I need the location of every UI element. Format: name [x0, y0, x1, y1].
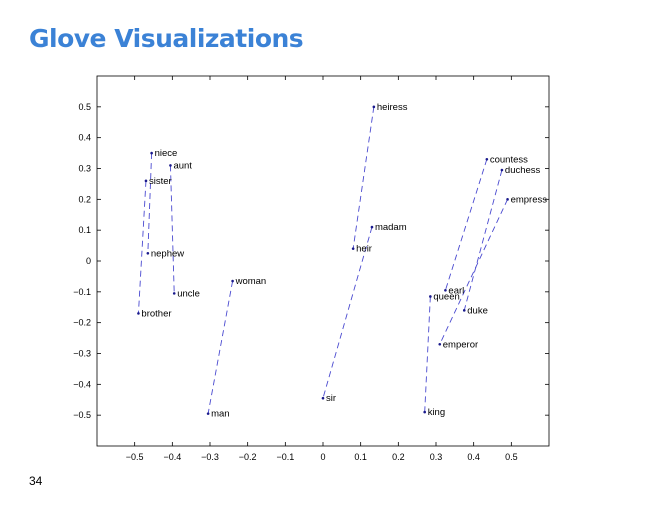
point-sir: [321, 396, 325, 400]
word-label-niece: niece: [155, 148, 178, 159]
word-label-brother: brother: [141, 308, 171, 319]
pair-line-duchess-duke: [463, 169, 503, 311]
word-label-woman: woman: [235, 276, 267, 287]
x-tick-label: 0.3: [430, 452, 443, 462]
word-label-sir: sir: [326, 393, 336, 404]
point-duke: [462, 309, 466, 312]
word-label-countess: countess: [490, 154, 528, 165]
word-label-heiress: heiress: [377, 102, 408, 113]
point-earl: [444, 288, 447, 292]
word-label-man: man: [211, 409, 229, 420]
page-number: 34: [29, 474, 43, 488]
pair-line-countess-earl: [444, 159, 488, 291]
x-tick-label: 0.1: [354, 452, 367, 462]
y-tick-label: −0.2: [73, 318, 91, 328]
point-uncle: [172, 292, 176, 295]
y-tick-label: 0: [86, 256, 91, 266]
point-sister: [144, 179, 148, 183]
word-label-nephew: nephew: [151, 248, 184, 259]
point-nephew: [146, 251, 150, 255]
word-label-queen: queen: [433, 291, 459, 302]
x-tick-label: −0.5: [126, 452, 144, 462]
pair-line-aunt-uncle: [170, 165, 175, 294]
y-tick-label: −0.3: [73, 349, 91, 359]
y-tick-label: 0.2: [78, 194, 91, 204]
word-label-duke: duke: [467, 305, 488, 316]
word-label-uncle: uncle: [177, 288, 200, 299]
point-madam: [370, 225, 374, 229]
y-tick-label: 0.5: [78, 102, 91, 112]
x-tick-label: −0.2: [239, 452, 257, 462]
x-tick-label: 0.2: [392, 452, 405, 462]
word-label-emperor: emperor: [443, 339, 478, 350]
y-tick-label: 0.4: [78, 133, 91, 143]
word-label-sister: sister: [149, 176, 172, 187]
point-heir: [351, 247, 355, 250]
point-heiress: [372, 105, 376, 109]
y-tick-label: −0.1: [73, 287, 91, 297]
point-niece: [150, 151, 153, 155]
x-tick-label: −0.1: [276, 452, 294, 462]
point-king: [423, 410, 427, 414]
pair-line-heiress-heir: [352, 106, 375, 249]
point-empress: [506, 198, 509, 201]
pair-line-empress-emperor: [439, 199, 508, 345]
x-tick-label: 0.4: [467, 452, 480, 462]
pair-line-sister-brother: [137, 180, 147, 314]
slide-title: Glove Visualizations: [29, 24, 304, 53]
word-label-duchess: duchess: [505, 165, 541, 176]
points-group: [137, 105, 509, 415]
point-queen: [429, 295, 432, 298]
point-emperor: [438, 342, 442, 346]
x-tick-label: 0: [320, 452, 325, 462]
word-label-aunt: aunt: [173, 160, 192, 171]
word-label-earl: earl: [448, 285, 464, 296]
x-tick-label: −0.4: [163, 452, 181, 462]
point-woman: [231, 279, 234, 283]
point-man: [206, 412, 210, 415]
x-tick-label: 0.5: [505, 452, 518, 462]
pair-line-woman-man: [207, 280, 234, 414]
x-tick-label: −0.3: [201, 452, 219, 462]
point-duchess: [500, 168, 504, 172]
word-label-king: king: [428, 407, 445, 418]
plot-area-frame: [96, 75, 550, 447]
pair-lines-group: [137, 106, 508, 414]
word-label-empress: empress: [511, 194, 548, 205]
y-tick-label: −0.5: [73, 410, 91, 420]
point-countess: [485, 157, 489, 161]
word-label-madam: madam: [375, 222, 407, 233]
axis-ticks-group: −0.5 −0.4 −0.3 −0.2 −0.1 0 0.1 0.2 0.3 0.4 0.5 0.5 0…: [73, 76, 549, 462]
pair-line-niece-nephew: [147, 153, 153, 254]
pair-line-queen-king: [424, 296, 431, 413]
point-brother: [137, 312, 140, 315]
y-tick-label: −0.4: [73, 379, 91, 389]
word-label-heir: heir: [356, 244, 372, 255]
y-tick-label: 0.1: [78, 225, 91, 235]
point-aunt: [169, 164, 172, 167]
y-tick-label: 0.3: [78, 164, 91, 174]
